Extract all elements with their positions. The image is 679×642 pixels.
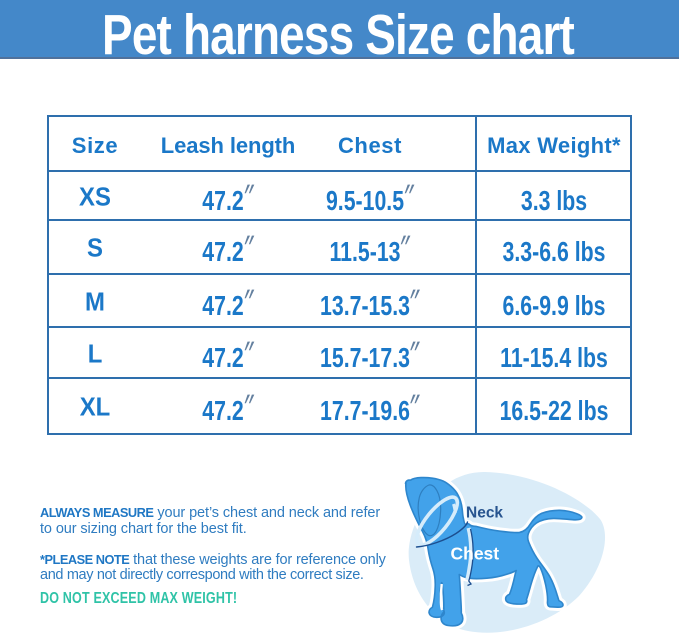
svg-text:Chest: Chest (451, 544, 500, 564)
svg-text:Neck: Neck (466, 505, 503, 522)
